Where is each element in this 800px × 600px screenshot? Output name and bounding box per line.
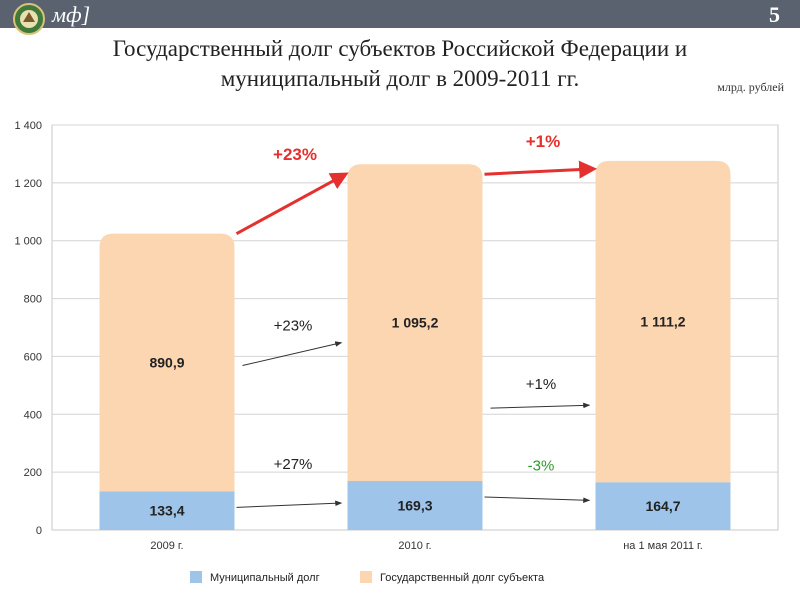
x-tick-label: 2010 г. — [398, 540, 431, 552]
bar-state-debt — [347, 164, 483, 482]
data-label-state: 1 111,2 — [640, 314, 685, 330]
data-label-state: 1 095,2 — [392, 315, 439, 331]
state-growth-label: +1% — [526, 376, 556, 393]
logo-text: мф] — [52, 2, 91, 27]
y-tick-label: 200 — [24, 467, 42, 479]
units-label: млрд. рублей — [717, 80, 784, 94]
legend-label: Государственный долг субъекта — [380, 572, 545, 584]
municipal-growth-arrow — [236, 500, 343, 508]
y-tick-label: 600 — [24, 351, 42, 363]
y-tick-label: 1 200 — [14, 178, 42, 190]
total-growth-arrow — [484, 160, 598, 179]
y-tick-label: 1 400 — [14, 120, 42, 132]
y-tick-label: 0 — [36, 525, 42, 537]
bar-municipal-debt — [595, 482, 731, 530]
municipal-growth-arrow — [484, 496, 591, 503]
y-tick-label: 400 — [24, 409, 42, 421]
data-label-municipal: 133,4 — [149, 503, 184, 519]
header-bar — [0, 0, 800, 28]
total-growth-label: +1% — [526, 132, 561, 151]
x-tick-label: на 1 мая 2011 г. — [623, 540, 703, 552]
bar-state-debt — [595, 160, 731, 483]
total-growth-label: +23% — [273, 145, 317, 164]
state-growth-arrow — [490, 402, 591, 409]
legend-label: Муниципальный долг — [210, 572, 320, 584]
ministry-emblem-icon — [13, 3, 45, 35]
state-growth-label: +23% — [274, 318, 313, 335]
y-tick-label: 1 000 — [14, 236, 42, 248]
bar-state-debt — [99, 233, 235, 492]
bar-municipal-debt — [347, 481, 483, 530]
page-title: Государственный долг субъектов Российско… — [112, 36, 688, 91]
municipal-growth-label: -3% — [528, 457, 555, 474]
y-tick-label: 800 — [24, 294, 42, 306]
legend-swatch — [190, 571, 202, 583]
data-label-municipal: 164,7 — [645, 498, 680, 514]
legend-swatch — [360, 571, 372, 583]
total-growth-arrow — [235, 172, 349, 236]
x-tick-label: 2009 г. — [150, 540, 183, 552]
data-label-municipal: 169,3 — [397, 498, 432, 514]
bar-municipal-debt — [99, 491, 235, 530]
state-growth-arrow — [242, 341, 343, 367]
municipal-growth-label: +27% — [274, 456, 313, 473]
page-number: 5 — [769, 2, 780, 27]
data-label-state: 890,9 — [149, 355, 184, 371]
